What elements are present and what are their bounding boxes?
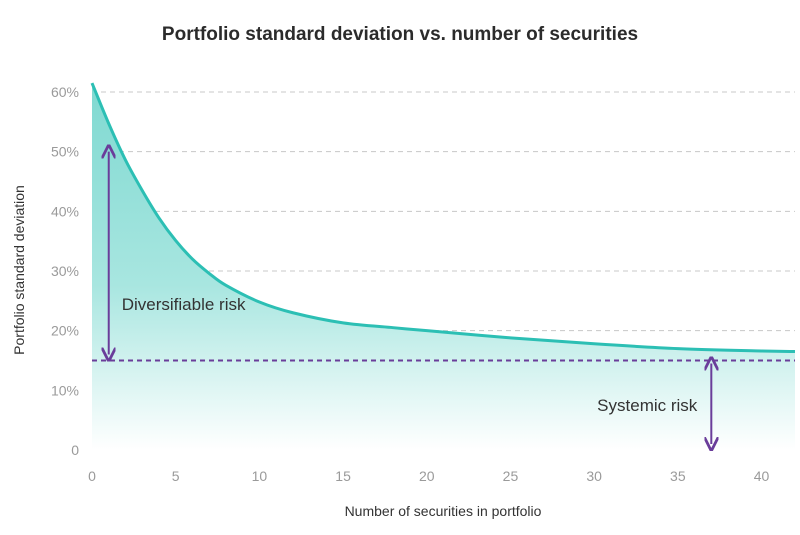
y-tick-label: 30% [51,263,79,279]
x-tick-label: 35 [670,468,686,484]
std-dev-curve [90,82,796,354]
systemic-risk-label: Systemic risk [597,396,698,415]
diversifiable-risk-label: Diversifiable risk [122,295,246,314]
y-tick-label: 40% [51,203,79,219]
x-tick-label: 0 [88,468,96,484]
x-tick-label: 5 [172,468,180,484]
y-tick-label: 60% [51,84,79,100]
x-tick-label: 20 [419,468,435,484]
x-tick-label: 15 [335,468,351,484]
y-tick-label: 0 [71,442,79,458]
x-axis-ticks: 0 5 10 15 20 25 30 35 40 [88,468,769,484]
chart-title: Portfolio standard deviation vs. number … [162,24,638,45]
y-axis-label: Portfolio standard deviation [11,185,27,355]
y-tick-label: 10% [51,382,79,398]
x-tick-label: 10 [252,468,268,484]
x-tick-label: 30 [586,468,602,484]
y-axis-ticks: 0 10% 20% 30% 40% 50% 60% [51,84,79,458]
y-tick-label: 50% [51,144,79,160]
x-tick-label: 25 [503,468,519,484]
y-tick-label: 20% [51,323,79,339]
risk-area-fill [92,83,795,451]
x-tick-label: 40 [754,468,770,484]
x-axis-label: Number of securities in portfolio [345,503,542,519]
